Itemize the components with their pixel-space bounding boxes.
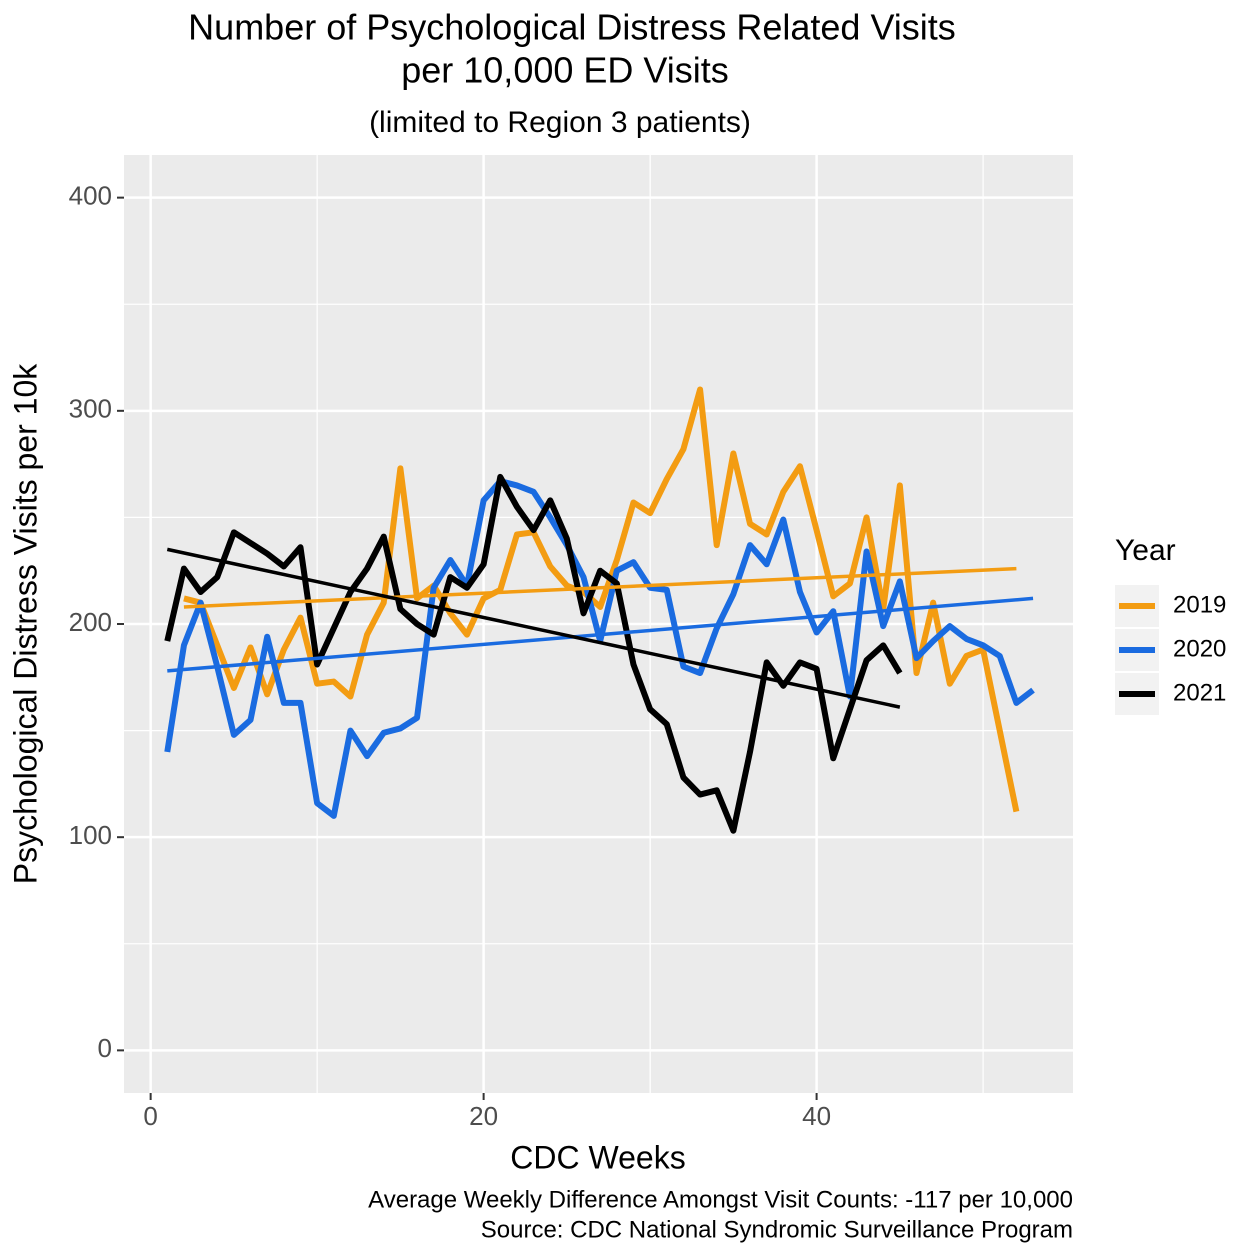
x-axis-title: CDC Weeks [510, 1139, 685, 1175]
chart-title: per 10,000 ED Visits [401, 50, 729, 91]
legend-label: 2020 [1173, 635, 1226, 662]
series-line [164, 473, 903, 834]
chart-title: Number of Psychological Distress Related… [188, 7, 956, 48]
x-tick-label: 0 [143, 1101, 157, 1131]
chart-subtitle: (limited to Region 3 patients) [369, 106, 751, 139]
trend-line [183, 566, 1017, 609]
y-tick-label: 200 [69, 607, 112, 637]
trend-line [167, 596, 1034, 673]
legend-label: 2019 [1173, 591, 1226, 618]
y-axis-title: Psychological Distress Visits per 10k [7, 363, 43, 885]
y-tick-label: 100 [69, 820, 112, 850]
caption: Source: CDC National Syndromic Surveilla… [481, 1216, 1073, 1243]
series-line [183, 386, 1020, 813]
trend-line [166, 547, 901, 709]
x-tick-label: 20 [469, 1101, 498, 1131]
y-tick-label: 300 [69, 394, 112, 424]
y-tick-label: 400 [69, 181, 112, 211]
legend-title: Year [1115, 534, 1176, 567]
y-tick-label: 0 [98, 1033, 112, 1063]
legend-label: 2021 [1173, 679, 1226, 706]
caption: Average Weekly Difference Amongst Visit … [368, 1186, 1073, 1213]
x-tick-label: 40 [802, 1101, 831, 1131]
